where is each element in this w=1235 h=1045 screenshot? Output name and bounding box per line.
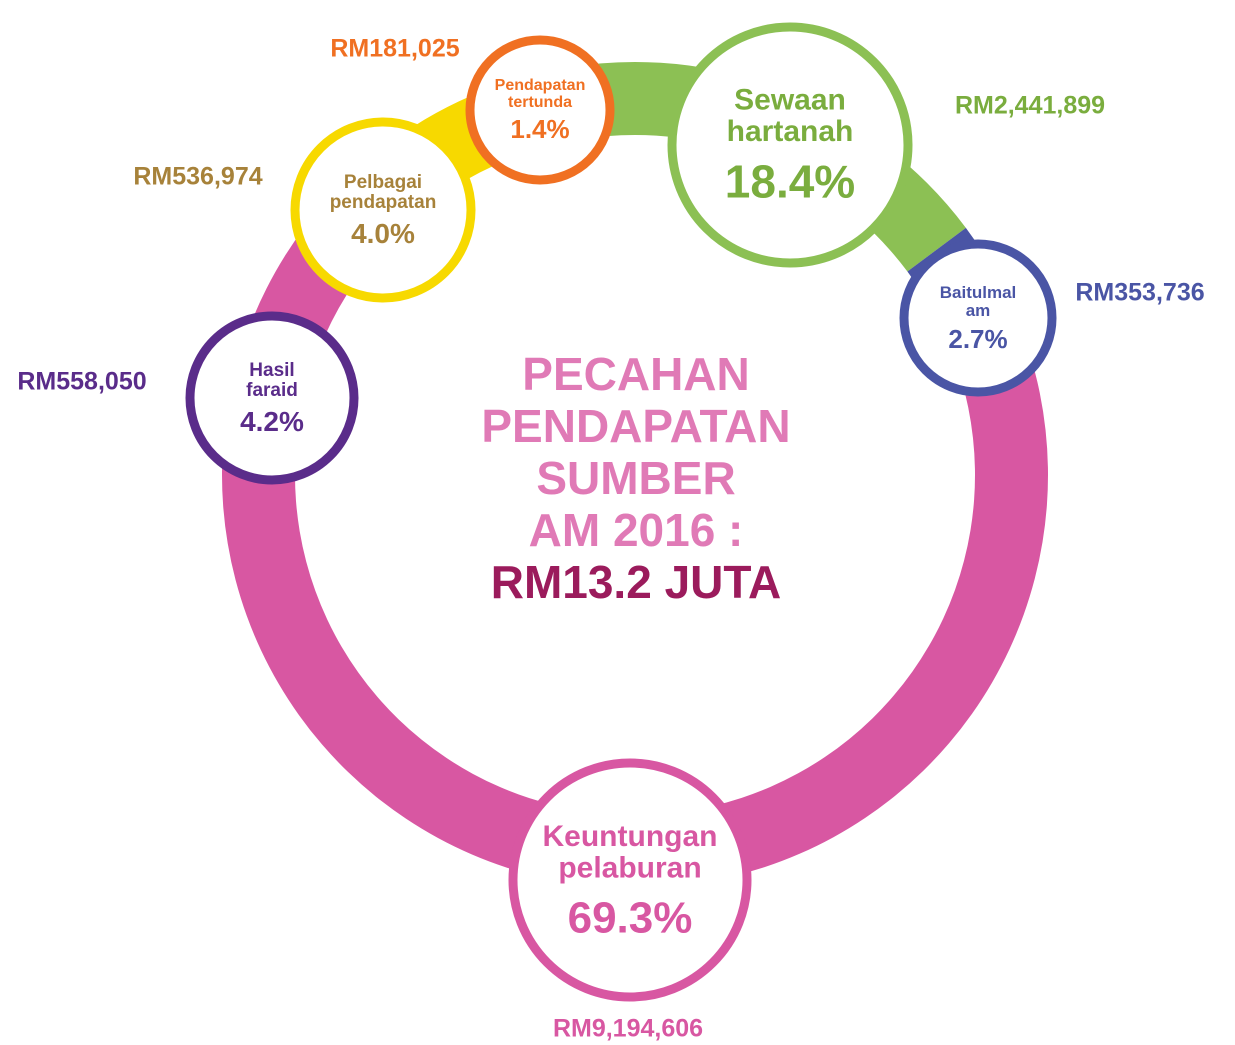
bubble-label: Sewaan [734, 84, 846, 117]
bubble-label: Keuntungan [543, 820, 718, 853]
bubble-label: pendapatan [330, 192, 437, 213]
bubble-label: faraid [246, 380, 298, 401]
chart-subtitle: RM13.2 JUTA [491, 556, 782, 608]
chart-title: PECAHAN [522, 348, 749, 400]
amount-label: RM558,050 [17, 368, 146, 396]
bubble [667, 22, 913, 268]
bubble-label: am [966, 301, 991, 320]
value-label: 18.4% [725, 156, 855, 208]
amount-label: RM353,736 [1075, 279, 1204, 307]
chart-title: AM 2016 : [529, 504, 744, 556]
bubble [508, 758, 752, 1002]
bubble-label: Pelbagai [344, 172, 422, 193]
amount-label: RM2,441,899 [955, 92, 1105, 120]
chart-title: SUMBER [536, 452, 735, 504]
value-label: 69.3% [568, 893, 693, 942]
value-label: 4.0% [351, 218, 415, 249]
chart-title: PENDAPATAN [481, 400, 790, 452]
bubble-label: hartanah [727, 115, 854, 148]
bubble-label: Baitulmal [940, 283, 1017, 302]
amount-label: RM181,025 [330, 35, 459, 63]
amount-label: RM9,194,606 [553, 1015, 703, 1043]
bubble [465, 35, 615, 185]
bubble [290, 117, 476, 303]
bubble [899, 239, 1057, 397]
value-label: 4.2% [240, 406, 304, 437]
bubble-label: Pendapatan [495, 77, 586, 94]
bubble [185, 311, 359, 485]
value-label: 2.7% [948, 324, 1007, 354]
amount-label: RM536,974 [133, 163, 262, 191]
bubble-label: Hasil [249, 360, 294, 381]
donut-segment [222, 196, 1049, 888]
value-label: 1.4% [510, 114, 569, 144]
bubble-label: pelaburan [558, 851, 701, 884]
bubble-label: tertunda [508, 94, 572, 111]
